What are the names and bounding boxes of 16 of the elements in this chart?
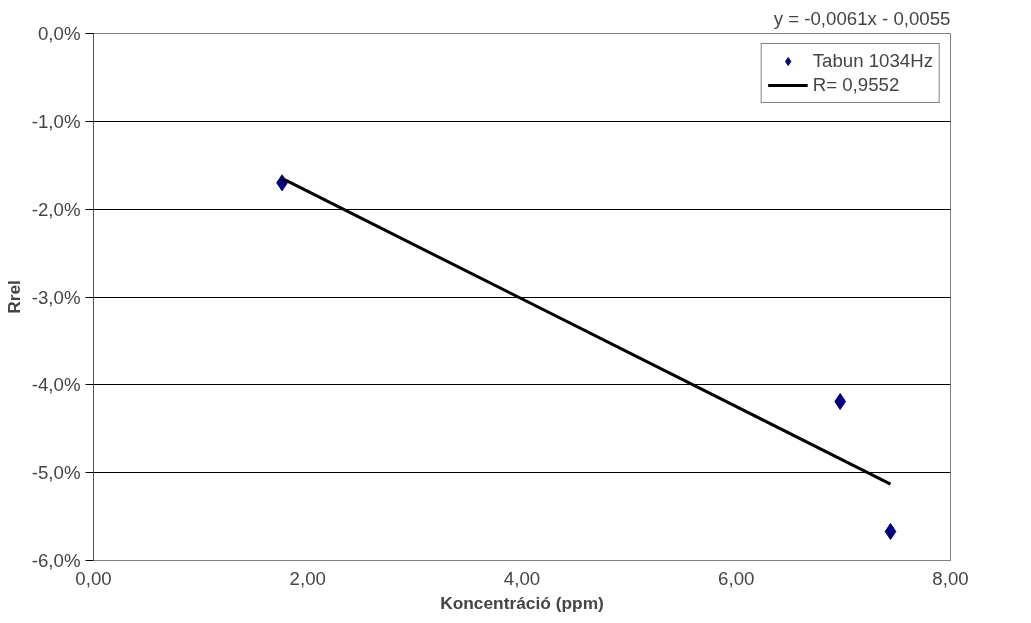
legend-label: Tabun 1034Hz	[812, 50, 933, 72]
point	[884, 523, 897, 541]
x-tick-label: 8,00	[932, 567, 969, 589]
y-tick-label: -5,0%	[31, 462, 81, 484]
y-tick-label: -1,0%	[31, 110, 81, 132]
x-tick-label: 2,00	[289, 567, 326, 589]
x-axis-title: Koncentráció (ppm)	[440, 592, 604, 613]
y-tick-label: 0,0%	[37, 23, 81, 44]
y-axis-title: Rrel	[3, 280, 24, 314]
x-tick-label: 6,00	[718, 567, 755, 589]
y-tick-label: -2,0%	[31, 198, 81, 220]
y-tick-label: -3,0%	[31, 286, 81, 308]
y-tick-label: -4,0%	[31, 374, 81, 396]
x-tick-label: 4,00	[503, 567, 541, 589]
text: y = -0,0061x - 0,0055	[773, 7, 951, 29]
legend-label: R= 0,9552	[812, 74, 900, 96]
